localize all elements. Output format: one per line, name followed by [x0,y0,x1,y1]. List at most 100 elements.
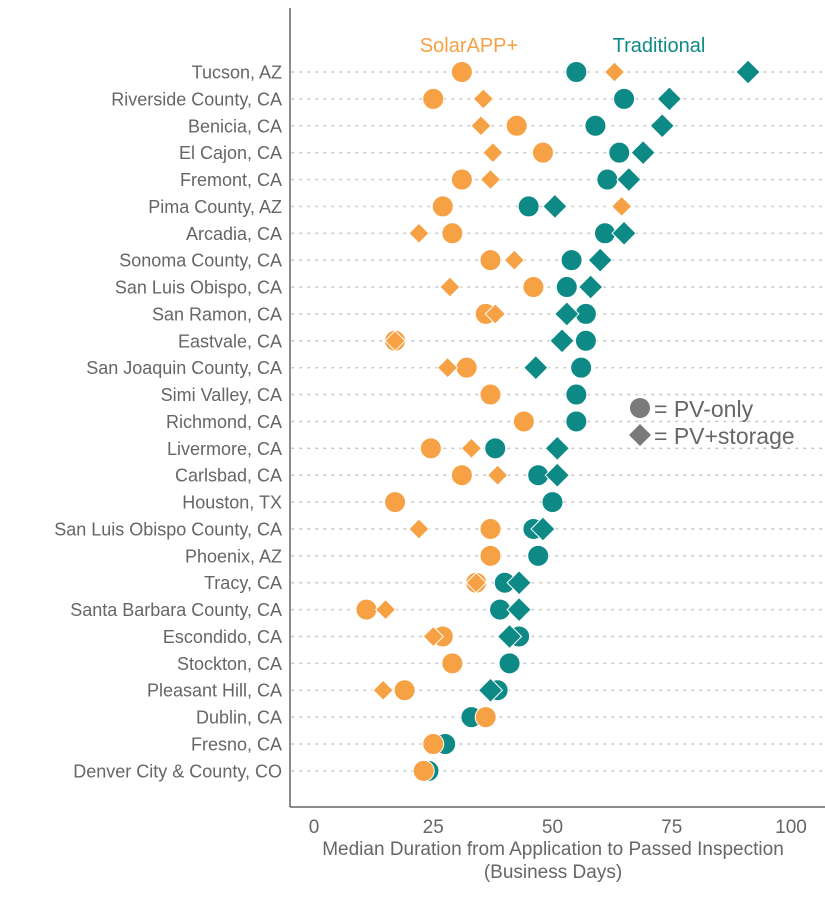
y-tick-label: Escondido, CA [163,627,282,647]
data-marks [355,59,761,782]
solarapp-pv-storage-point [503,249,526,271]
x-tick-label: 50 [542,817,563,838]
y-tick-label: San Ramon, CA [152,304,282,324]
traditional-pv-storage-point [735,59,761,85]
traditional-pv-storage-point [577,274,604,300]
solarapp-pv-storage-point [486,464,509,486]
legend-diamond-icon [629,424,651,446]
solarapp-pv-storage-point [460,437,483,460]
x-tick-label: 25 [423,817,444,838]
solarapp-pv-only-point [422,87,445,110]
y-tick-label: Riverside County, CA [111,89,282,109]
y-tick-label: Sonoma County, CA [119,251,282,271]
solarapp-pv-only-point [455,356,478,379]
traditional-pv-storage-point [530,516,556,542]
traditional-pv-storage-point [611,220,637,246]
solarapp-pv-only-point [505,114,528,137]
y-tick-label: Phoenix, AZ [185,546,282,566]
solarapp-pv-only-point [479,517,502,540]
shape-legend: = PV-only = PV+storage [629,396,795,449]
traditional-pv-storage-point [616,166,642,193]
traditional-pv-only-point [498,652,521,675]
solarapp-pv-only-point [479,544,502,567]
solarapp-pv-only-point [431,195,454,218]
solarapp-pv-storage-point [484,303,506,325]
solarapp-pv-storage-point [603,61,626,83]
legend-pv-only: = PV-only [654,396,754,422]
solarapp-pv-only-point [522,276,545,299]
group-label-solarapp: SolarAPP+ [420,35,518,57]
y-tick-label: San Luis Obispo, CA [115,278,282,298]
x-tick-label: 0 [309,817,320,838]
traditional-pv-storage-point [477,677,504,703]
solarapp-pv-only-point [450,168,473,191]
traditional-pv-storage-point [523,354,549,381]
traditional-pv-only-point [517,195,540,218]
solarapp-pv-only-point [412,759,435,782]
traditional-pv-storage-point [630,139,656,166]
y-tick-label: Pima County, AZ [148,197,282,217]
y-tick-label: Benicia, CA [188,116,282,136]
traditional-pv-only-point [484,437,507,460]
traditional-pv-only-point [565,61,588,83]
solarapp-pv-only-point [422,733,445,755]
solarapp-pv-only-point [393,679,416,702]
y-tick-label: Dublin, CA [196,708,282,728]
solarapp-pv-only-point [512,410,535,433]
y-tick-label: El Cajon, CA [179,143,282,163]
traditional-pv-only-point [541,491,564,514]
legend-circle-icon [630,398,650,418]
traditional-pv-storage-point [544,462,570,488]
x-tick-label: 100 [775,817,807,838]
traditional-pv-storage-point [542,193,568,220]
traditional-pv-only-point [560,249,583,272]
solarapp-pv-only-point [441,652,464,675]
traditional-pv-storage-point [549,328,575,354]
traditional-pv-only-point [608,141,631,164]
traditional-pv-storage-point [496,623,523,650]
y-tick-label: San Luis Obispo County, CA [54,519,282,539]
y-tick-label: Denver City & County, CO [73,761,282,781]
x-axis-ticks: 0 25 50 75 100 [309,817,807,838]
traditional-pv-storage-point [506,570,532,596]
solarapp-pv-only-point [384,491,407,514]
solarapp-pv-storage-point [408,222,430,244]
y-tick-label: Stockton, CA [177,654,282,674]
solarapp-pv-only-point [419,437,442,460]
solarapp-pv-only-point [479,383,502,406]
solarapp-pv-storage-point [472,88,495,110]
traditional-pv-storage-point [649,113,675,139]
y-tick-label: Fresno, CA [191,735,282,755]
solarapp-pv-storage-point [384,330,406,352]
solarapp-pv-storage-point [422,625,444,648]
y-tick-label: Tucson, AZ [192,63,282,83]
y-tick-label: Pleasant Hill, CA [147,681,282,701]
legend-pv-storage: = PV+storage [654,423,795,449]
solarapp-pv-storage-point [470,115,492,137]
y-tick-label: Tracy, CA [204,573,282,593]
y-tick-label: Simi Valley, CA [161,385,282,405]
solarapp-pv-only-point [355,598,378,621]
solarapp-pv-storage-point [479,168,502,191]
traditional-pv-only-point [584,114,607,137]
solarapp-pv-storage-point [408,518,430,540]
traditional-pv-only-point [565,410,588,433]
traditional-pv-storage-point [506,596,532,623]
gridlines [291,71,825,772]
x-axis-label: Median Duration from Application to Pass… [322,839,784,860]
y-tick-label: Fremont, CA [180,170,282,190]
solarapp-pv-only-point [474,706,497,729]
y-tick-label: Richmond, CA [166,412,282,432]
solarapp-pv-storage-point [436,356,459,379]
traditional-pv-only-point [613,87,636,110]
solarapp-pv-storage-point [465,572,487,594]
traditional-pv-storage-point [587,247,613,273]
solarapp-pv-storage-point [610,195,633,218]
solarapp-pv-storage-point [482,141,504,164]
y-tick-label: Carlsbad, CA [175,466,282,486]
x-axis-label-units: (Business Days) [484,862,622,883]
traditional-pv-storage-point [656,86,683,112]
traditional-pv-only-point [570,356,593,379]
solarapp-pv-storage-point [372,679,394,701]
